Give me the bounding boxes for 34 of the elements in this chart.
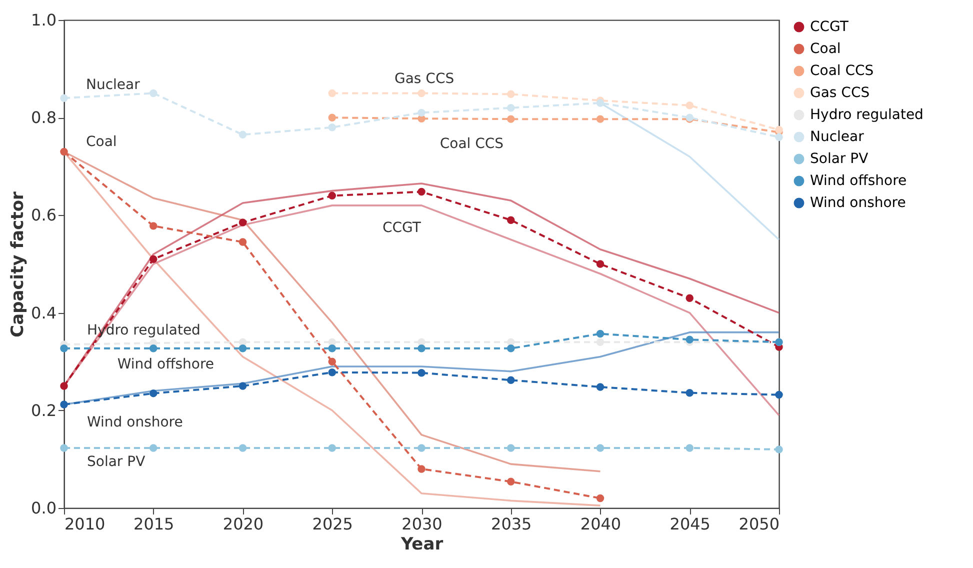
y-axis-title: Capacity factor	[8, 191, 28, 338]
annotation: CCGT	[382, 220, 422, 236]
legend-label: Hydro regulated	[810, 107, 924, 123]
x-tick-label: 2020	[222, 514, 264, 534]
legend-label: Wind onshore	[810, 195, 906, 211]
x-tick-label: 2015	[134, 514, 174, 534]
annotation: Gas CCS	[394, 71, 454, 88]
x-tick-label: 2035	[491, 514, 532, 534]
x-tick-label: 2025	[312, 514, 353, 534]
legend-label: Coal	[810, 41, 841, 57]
legend-label: CCGT	[810, 19, 849, 35]
y-tick-label: 1.0	[31, 10, 56, 30]
annotation: Solar PV	[87, 454, 146, 470]
legend-label: Coal CCS	[810, 63, 874, 79]
annotation: Wind onshore	[87, 414, 183, 431]
annotation: Coal CCS	[440, 136, 504, 152]
annotation: Coal	[86, 134, 117, 150]
legend-label: Nuclear	[810, 129, 864, 145]
legend-label: Wind offshore	[810, 173, 907, 189]
annotation: Wind offshore	[117, 356, 214, 372]
x-tick-label: 2030	[402, 514, 442, 534]
x-tick-label: 2010	[64, 514, 106, 534]
legend-label: Solar PV	[810, 151, 869, 167]
y-tick-label: 0.2	[31, 400, 56, 420]
legend-label: Gas CCS	[810, 85, 870, 101]
y-tick-label: 0.8	[31, 108, 56, 128]
x-tick-label: 2045	[670, 514, 710, 534]
y-tick-label: 0.6	[31, 206, 56, 225]
x-axis-title: Year	[400, 534, 444, 554]
annotation: Nuclear	[86, 77, 140, 94]
y-tick-label: 0.0	[31, 498, 56, 518]
x-tick-label: 2040	[580, 514, 622, 534]
y-tick-label: 0.4	[31, 303, 56, 322]
x-tick-label: 2050	[738, 514, 780, 534]
